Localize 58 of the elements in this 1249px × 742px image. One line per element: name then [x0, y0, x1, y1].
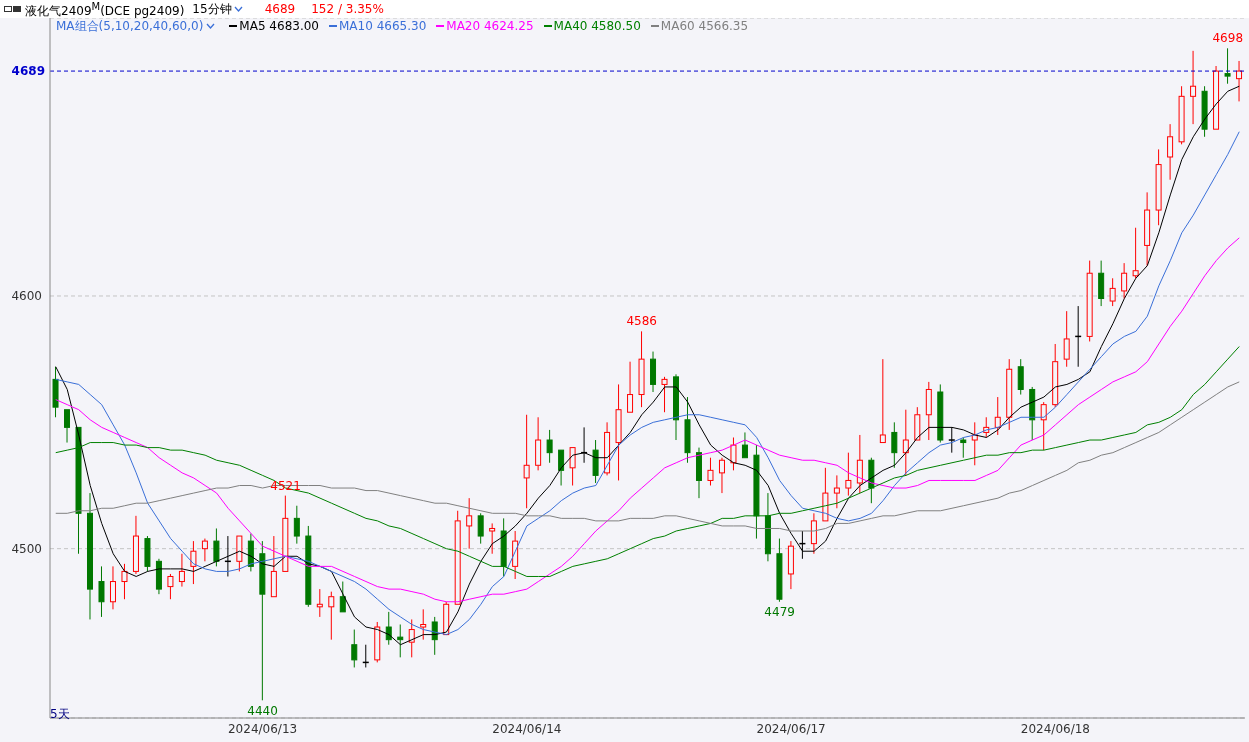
candlestick [546, 429, 553, 464]
candlestick [1167, 123, 1174, 181]
candlestick [787, 540, 794, 590]
candlestick [615, 383, 622, 481]
annotation: 5天 [50, 706, 70, 723]
x-tick-label: 2024/06/17 [756, 721, 826, 736]
candlestick [856, 434, 863, 494]
line-series [55, 346, 1240, 577]
text: 4689 [264, 1, 296, 18]
candlestick [385, 611, 392, 646]
candlestick [718, 457, 725, 494]
legend-label: MA60 4566.35 [659, 18, 749, 34]
candlestick [764, 492, 771, 562]
candlestick [1190, 50, 1197, 125]
y-tick-label: 4600 [11, 289, 42, 304]
candlestick [98, 565, 105, 618]
candlestick [1144, 191, 1151, 267]
annotation: 4479 [764, 605, 795, 620]
chart-title: 液化气2409$^{M}$(DCE pg2409) [25, 0, 185, 20]
candlestick [695, 447, 702, 499]
annotation: 4698 [1212, 31, 1244, 46]
candlestick [707, 457, 714, 487]
candlestick [87, 492, 93, 620]
legend-label: MA5 4683.00 [238, 18, 319, 34]
line-series [55, 381, 1240, 532]
candlestick [1236, 60, 1243, 102]
candlestick [1121, 262, 1128, 300]
candlestick [109, 565, 116, 610]
candlestick [512, 530, 519, 580]
candlestick [833, 474, 840, 509]
chart-subtitle: 15分钟 [192, 1, 232, 18]
legend-label: MA10 4665.30 [338, 18, 427, 34]
candlestick [753, 444, 760, 540]
legend-title: MA组合(5,10,20,40,60,0) [56, 18, 204, 34]
candlestick [155, 558, 162, 595]
candlestick [902, 409, 909, 476]
legend-label: MA20 4624.25 [445, 18, 534, 34]
candlestick [132, 515, 139, 575]
candlestick [523, 414, 530, 509]
candlestick [535, 416, 542, 471]
annotation: 4521 [270, 478, 301, 493]
legend-label: MA40 4580.50 [552, 18, 641, 34]
candlestick [673, 373, 680, 441]
candlestick [316, 588, 323, 618]
candlestick [489, 522, 496, 555]
annotation: 4440 [247, 703, 278, 718]
y-tick-label: 4500 [11, 541, 42, 556]
candlestick [638, 330, 645, 408]
text: 152 / 3.35% [311, 1, 384, 18]
candlestick [1155, 148, 1162, 226]
x-tick-label: 2024/06/14 [492, 721, 562, 736]
candlestick [810, 512, 817, 555]
annotation: 4586 [626, 314, 658, 329]
x-tick-label: 2024/06/13 [227, 721, 298, 736]
x-tick-label: 2024/06/18 [1020, 721, 1090, 736]
candlestick [178, 553, 185, 588]
candlestick [650, 351, 657, 393]
ref-line-label: 4689 [11, 64, 45, 79]
